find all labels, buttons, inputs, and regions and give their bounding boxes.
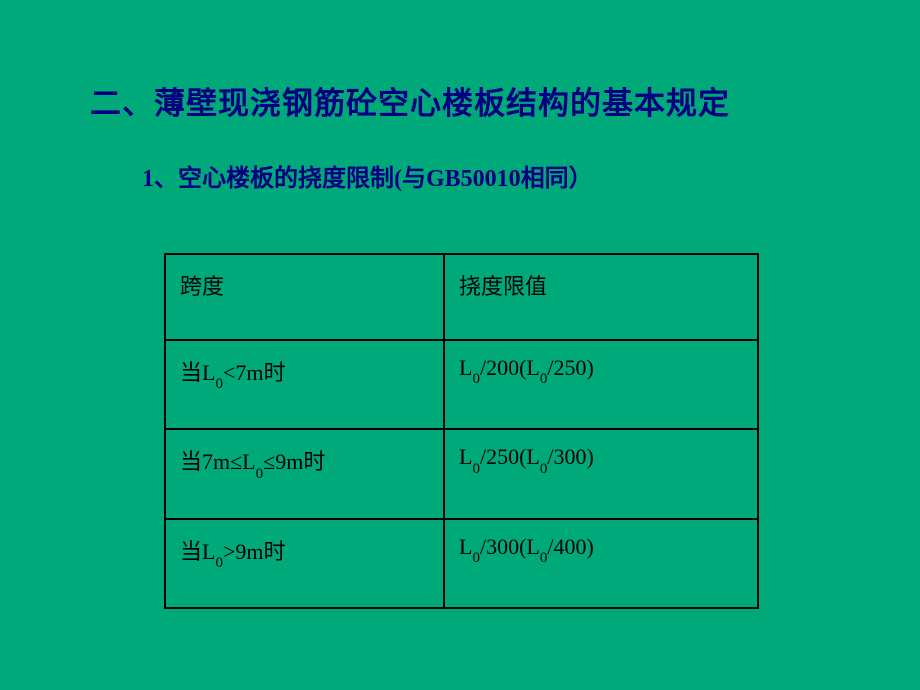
text: /200(L bbox=[480, 355, 540, 380]
subscript: 0 bbox=[256, 466, 264, 482]
text: /250) bbox=[547, 355, 593, 380]
text: 当7m≤L bbox=[180, 449, 256, 474]
deflection-cell: L0/200(L0/250) bbox=[444, 340, 758, 429]
span-cell: 当7m≤L0≤9m时 bbox=[165, 429, 444, 518]
header-span: 跨度 bbox=[165, 254, 444, 340]
text: 当L bbox=[180, 360, 215, 385]
subscript: 0 bbox=[215, 376, 223, 392]
deflection-cell: L0/250(L0/300) bbox=[444, 429, 758, 518]
table-row: 当7m≤L0≤9m时 L0/250(L0/300) bbox=[165, 429, 758, 518]
subscript: 0 bbox=[540, 550, 548, 566]
deflection-table: 跨度 挠度限值 当L0<7m时 L0/200(L0/250) 当7m≤L0≤9m… bbox=[164, 253, 759, 609]
table-row: 当L0<7m时 L0/200(L0/250) bbox=[165, 340, 758, 429]
text: L bbox=[459, 534, 472, 559]
subscript: 0 bbox=[540, 371, 548, 387]
table-row: 当L0>9m时 L0/300(L0/400) bbox=[165, 519, 758, 608]
text: /300(L bbox=[480, 534, 540, 559]
main-title: 二、薄壁现浇钢筋砼空心楼板结构的基本规定 bbox=[90, 78, 830, 123]
table-header-row: 跨度 挠度限值 bbox=[165, 254, 758, 340]
text: >9m时 bbox=[223, 539, 286, 564]
text: L bbox=[459, 355, 472, 380]
text: 当L bbox=[180, 539, 215, 564]
subscript: 0 bbox=[472, 371, 480, 387]
table-container: 跨度 挠度限值 当L0<7m时 L0/200(L0/250) 当7m≤L0≤9m… bbox=[90, 253, 830, 609]
subtitle: 1、空心楼板的挠度限制(与GB50010相同） bbox=[90, 158, 830, 193]
text: L bbox=[459, 444, 472, 469]
subscript: 0 bbox=[215, 555, 223, 571]
text: <7m时 bbox=[223, 360, 286, 385]
text: /250(L bbox=[480, 444, 540, 469]
text: /300) bbox=[547, 444, 593, 469]
span-cell: 当L0>9m时 bbox=[165, 519, 444, 608]
subscript: 0 bbox=[540, 461, 548, 477]
subscript: 0 bbox=[472, 550, 480, 566]
deflection-cell: L0/300(L0/400) bbox=[444, 519, 758, 608]
text: /400) bbox=[547, 534, 593, 559]
subscript: 0 bbox=[472, 461, 480, 477]
span-cell: 当L0<7m时 bbox=[165, 340, 444, 429]
text: ≤9m时 bbox=[263, 449, 325, 474]
header-deflection: 挠度限值 bbox=[444, 254, 758, 340]
